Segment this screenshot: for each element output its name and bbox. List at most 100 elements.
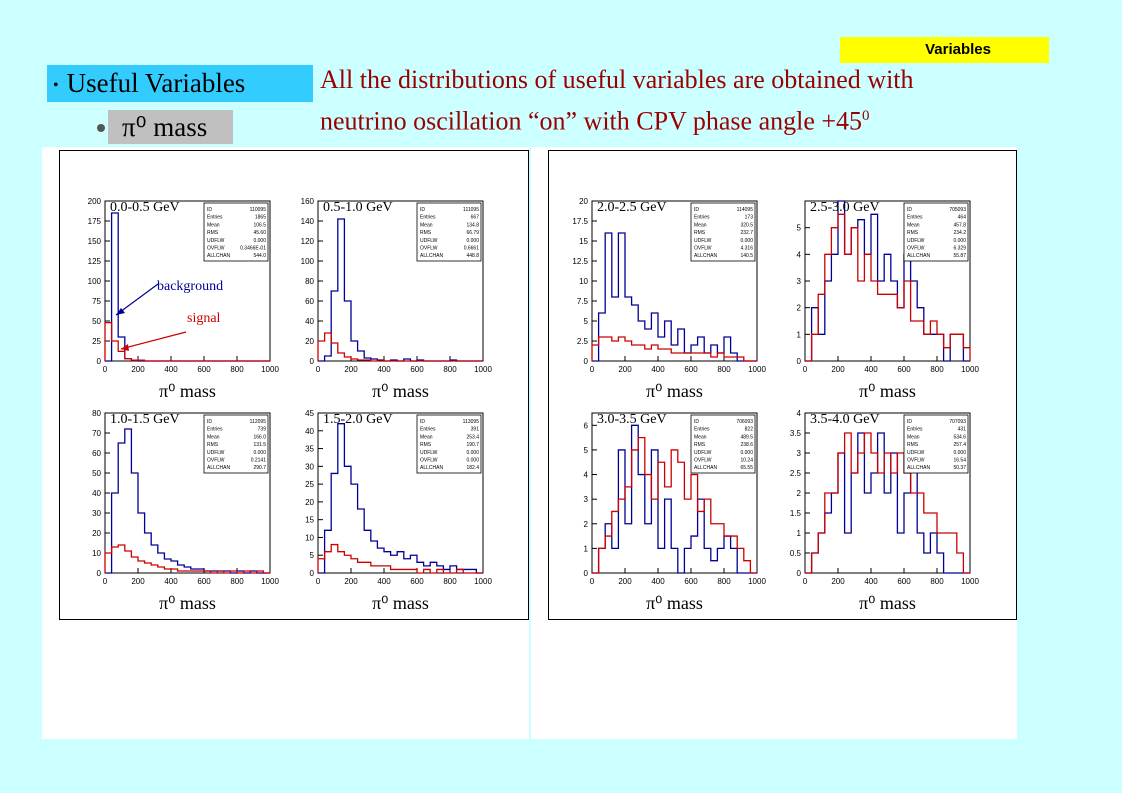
- y-tick-label: 15: [305, 516, 314, 525]
- x-tick-label: 1000: [961, 577, 979, 586]
- x-tick-label: 400: [864, 577, 878, 586]
- stats-label: Entries: [207, 427, 223, 433]
- stats-label: RMS: [907, 230, 919, 236]
- stats-label: Mean: [694, 222, 707, 228]
- stats-label: Entries: [694, 215, 710, 221]
- stats-label: OVFLW: [907, 246, 925, 252]
- stats-label: Mean: [207, 434, 220, 440]
- x-axis-label: π⁰ mass: [159, 381, 216, 401]
- stats-value: 55.87: [953, 253, 966, 259]
- x-tick-label: 1000: [748, 577, 766, 586]
- stats-value: 320.5: [740, 222, 753, 228]
- stats-label: ALLCHAN: [420, 465, 443, 471]
- background-arrowhead-icon: [116, 308, 125, 315]
- stats-label: ALLCHAN: [694, 253, 717, 259]
- subsection-title: π⁰ mass: [108, 110, 233, 144]
- stats-label: Entries: [420, 215, 436, 221]
- x-axis-label: π⁰ mass: [372, 593, 429, 613]
- variables-badge: Variables: [840, 37, 1049, 63]
- stats-value: 0.000: [740, 238, 753, 244]
- stats-label: ALLCHAN: [694, 465, 717, 471]
- histogram-3: 0 5 10 15 20 25 30 35 40 45 0 200 400 600 800 1000 ID 113…: [305, 409, 492, 613]
- y-tick-label: 20: [305, 498, 314, 507]
- histogram-7: 0 0.5 1 1.5 2 2.5 3 3.5 4 0 200 400 600 800 1000 ID 7070…: [790, 409, 980, 613]
- stats-value: 534.6: [953, 434, 966, 440]
- stats-value: 0.000: [466, 458, 479, 464]
- stats-label: Entries: [907, 427, 923, 433]
- stats-label: ALLCHAN: [420, 253, 443, 259]
- y-tick-label: 2: [797, 489, 802, 498]
- x-tick-label: 0: [590, 365, 595, 374]
- y-tick-label: 7.5: [577, 297, 589, 306]
- stats-value: 0.000: [953, 238, 966, 244]
- stats-label: RMS: [694, 230, 706, 236]
- x-tick-label: 400: [164, 365, 178, 374]
- bin-title: 1.5-2.0 GeV: [323, 412, 393, 427]
- x-tick-label: 400: [164, 577, 178, 586]
- x-tick-label: 200: [344, 365, 358, 374]
- stats-label: RMS: [420, 230, 432, 236]
- x-tick-label: 800: [930, 365, 944, 374]
- y-tick-label: 1: [797, 529, 802, 538]
- stats-value: 234.2: [953, 230, 966, 236]
- y-tick-label: 80: [92, 409, 101, 418]
- stats-value: 464: [958, 215, 967, 221]
- x-tick-label: 600: [410, 577, 424, 586]
- signal-arrow: [120, 331, 187, 350]
- x-tick-label: 200: [344, 577, 358, 586]
- stats-value: 0.000: [253, 238, 266, 244]
- y-tick-label: 1.5: [790, 509, 802, 518]
- y-tick-label: 0: [797, 357, 802, 366]
- stats-value: 166.0: [253, 434, 266, 440]
- x-tick-label: 600: [897, 577, 911, 586]
- x-tick-label: 800: [230, 365, 244, 374]
- stats-value: 1865: [255, 215, 266, 221]
- background-arrow: [115, 283, 159, 316]
- y-tick-label: 12.5: [572, 257, 588, 266]
- x-tick-label: 0: [103, 365, 108, 374]
- stats-value: 113095: [463, 419, 480, 425]
- stats-value: 114095: [737, 207, 754, 213]
- signal-arrowhead-icon: [121, 344, 129, 351]
- x-tick-label: 1000: [748, 365, 766, 374]
- stats-value: 134.8: [466, 222, 479, 228]
- y-tick-label: 100: [301, 257, 315, 266]
- stats-box: [690, 202, 756, 262]
- x-axis-label: π⁰ mass: [859, 381, 916, 401]
- y-tick-label: 30: [305, 462, 314, 471]
- y-tick-label: 10: [305, 533, 314, 542]
- stats-label: ID: [420, 207, 425, 213]
- stats-box: [690, 414, 756, 474]
- signal-histogram-line: [805, 213, 971, 362]
- y-tick-label: 2.5: [577, 337, 589, 346]
- stats-label: UDFLW: [694, 238, 712, 244]
- bin-title: 2.0-2.5 GeV: [597, 200, 667, 215]
- y-tick-label: 80: [305, 277, 314, 286]
- x-tick-label: 600: [410, 365, 424, 374]
- y-tick-label: 125: [88, 257, 102, 266]
- description-superscript: 0: [862, 108, 870, 124]
- y-tick-label: 20: [92, 529, 101, 538]
- x-axis-label: π⁰ mass: [372, 381, 429, 401]
- x-tick-label: 1000: [961, 365, 979, 374]
- stats-label: UDFLW: [694, 450, 712, 456]
- stats-value: 391: [471, 427, 480, 433]
- x-tick-label: 400: [377, 365, 391, 374]
- signal-histogram-line: [805, 432, 970, 574]
- y-tick-label: 5: [797, 224, 802, 233]
- y-tick-label: 6: [584, 421, 589, 430]
- description: All the distributions of useful variable…: [320, 62, 1040, 140]
- stats-value: 0.000: [466, 238, 479, 244]
- stats-label: RMS: [207, 442, 219, 448]
- stats-label: UDFLW: [420, 450, 438, 456]
- x-tick-label: 200: [831, 365, 845, 374]
- stats-value: 0.2141: [251, 458, 267, 464]
- stats-value: 173: [745, 215, 754, 221]
- stats-value: 0.6661: [464, 246, 480, 252]
- x-tick-label: 200: [618, 577, 632, 586]
- signal-histogram-line: [592, 436, 757, 574]
- y-tick-label: 5: [584, 317, 589, 326]
- x-tick-label: 0: [103, 577, 108, 586]
